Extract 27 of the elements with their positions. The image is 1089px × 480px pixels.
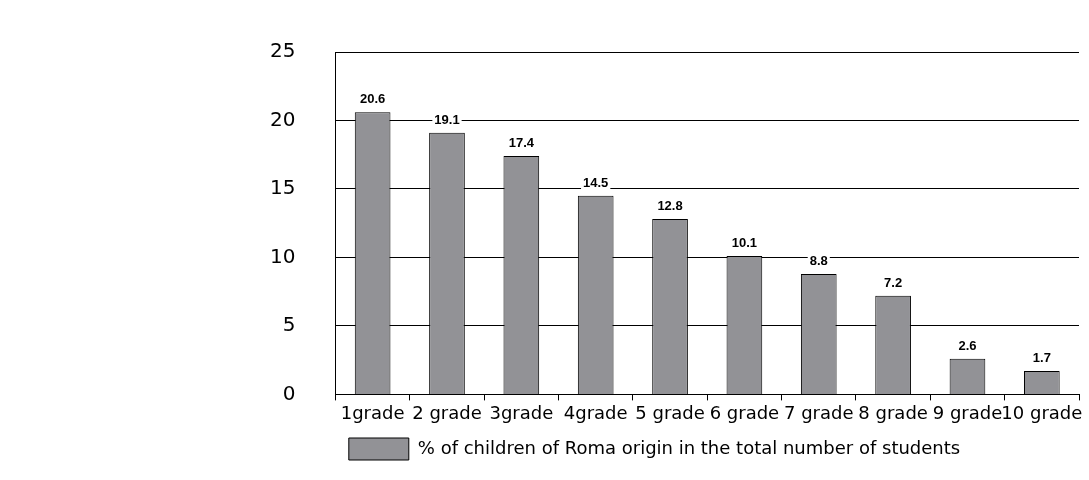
data-label: 10.1 [731, 235, 758, 251]
x-tick-label: 8 grade [858, 401, 928, 423]
data-label: 2.6 [958, 337, 977, 353]
data-label: 7.2 [884, 274, 903, 290]
x-tick-label: 2 grade [412, 401, 482, 423]
y-tick-label: 5 [282, 312, 296, 337]
x-tick-label: 6 grade [709, 401, 780, 423]
x-tick-label: 9 grade [932, 401, 1003, 423]
data-label: 14.5 [583, 174, 609, 190]
y-tick-label: 15 [270, 175, 296, 200]
y-tick-label: 25 [270, 38, 296, 63]
x-tick-label: 1grade [340, 401, 405, 423]
x-tick-label: 5 grade [635, 401, 705, 423]
x-tick-label: 4grade [563, 401, 628, 423]
data-label: 19.1 [434, 111, 460, 127]
x-tick-label: 10 grade [1001, 401, 1083, 423]
data-label: 20.6 [359, 91, 386, 107]
data-label: 17.4 [508, 135, 535, 151]
y-tick-label: 10 [270, 243, 296, 268]
y-tick-label: 0 [282, 380, 296, 405]
x-tick-label: 3grade [489, 401, 554, 423]
data-label: 12.8 [657, 198, 683, 214]
data-label: 8.8 [809, 252, 828, 268]
data-label: 1.7 [1032, 350, 1051, 366]
x-tick-label: 7 grade [783, 401, 854, 423]
legend-label: % of children of Roma origin in the total number of students [417, 436, 961, 458]
y-tick-label: 20 [270, 106, 296, 131]
